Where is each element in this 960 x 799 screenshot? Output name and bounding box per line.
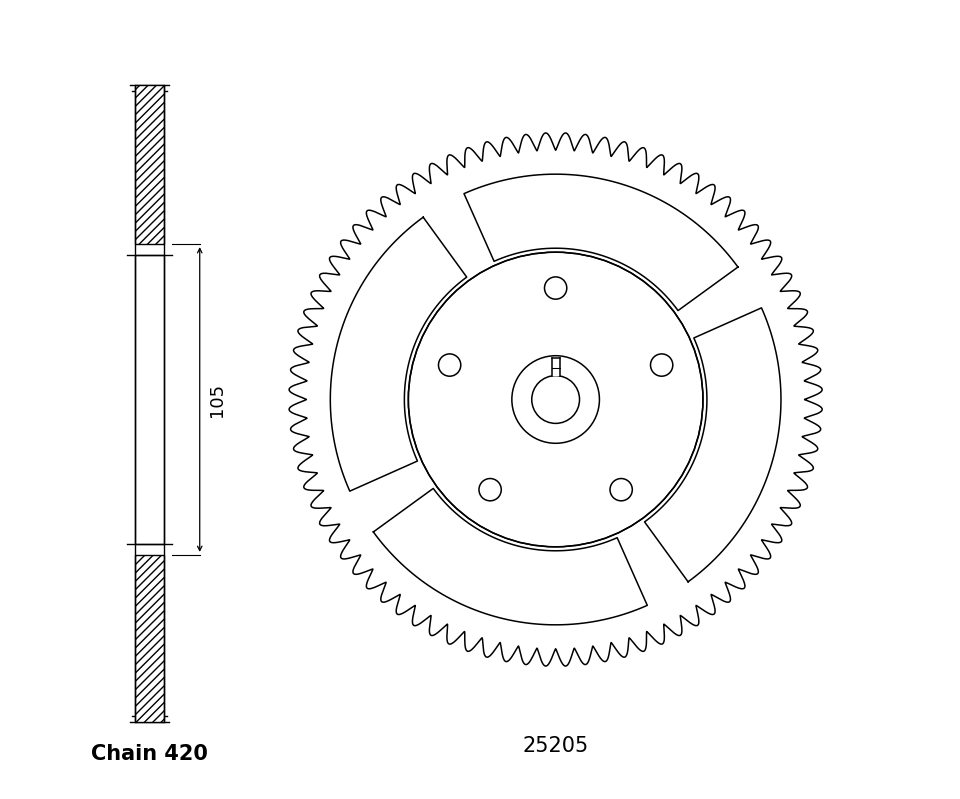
Bar	[135, 85, 164, 244]
Polygon shape	[464, 174, 738, 311]
Polygon shape	[330, 217, 467, 491]
Bar	[135, 255, 164, 544]
Polygon shape	[644, 308, 781, 582]
Bar	[552, 358, 560, 376]
Text: Chain 420: Chain 420	[91, 744, 208, 764]
Text: 25205: 25205	[522, 736, 588, 756]
Circle shape	[479, 479, 501, 501]
Circle shape	[512, 356, 599, 443]
Circle shape	[532, 376, 580, 423]
Text: 105: 105	[208, 383, 227, 416]
Circle shape	[544, 277, 566, 299]
Circle shape	[610, 479, 633, 501]
Bar	[135, 555, 164, 722]
Circle shape	[439, 354, 461, 376]
Circle shape	[651, 354, 673, 376]
Polygon shape	[373, 488, 647, 625]
Text: 125: 125	[526, 408, 561, 426]
Text: 8.5: 8.5	[612, 280, 635, 293]
Circle shape	[408, 252, 703, 547]
Polygon shape	[289, 133, 822, 666]
